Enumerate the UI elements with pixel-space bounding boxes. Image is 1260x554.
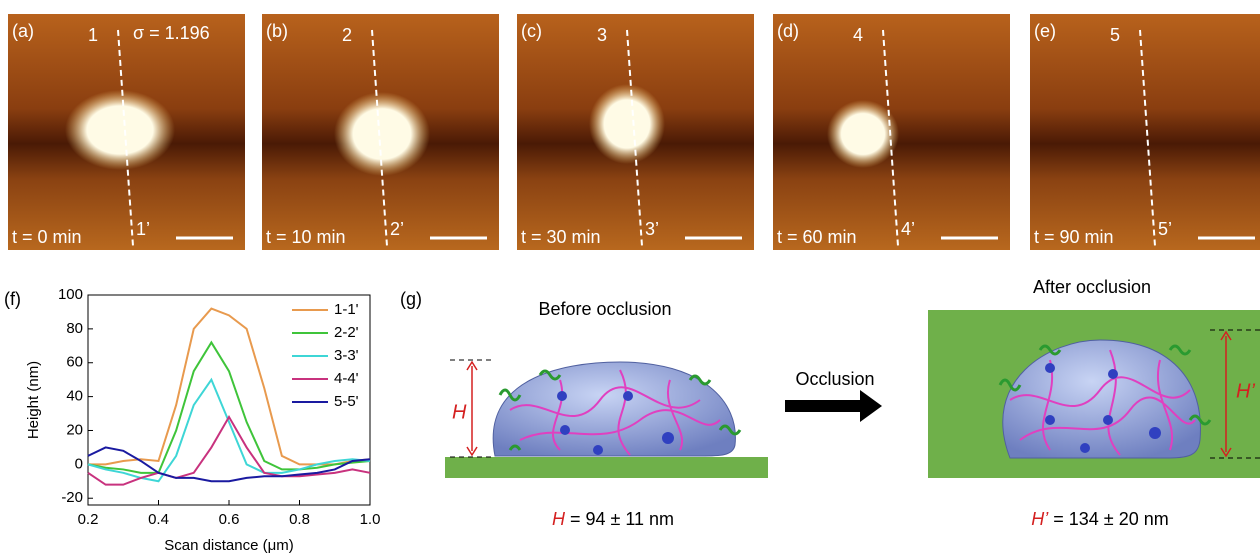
- height-symbol: H’: [1236, 380, 1255, 402]
- particle: [589, 84, 665, 164]
- line-start: 1: [88, 25, 98, 45]
- y-tick-label: 40: [66, 388, 83, 405]
- panel-label: (f): [4, 289, 21, 309]
- x-axis-label: Scan distance (μm): [164, 537, 294, 554]
- particle: [65, 90, 175, 170]
- panel-label: (e): [1034, 21, 1056, 41]
- x-tick-label: 0.8: [289, 511, 310, 528]
- afm-image: [1030, 14, 1260, 250]
- y-tick-label: 80: [66, 320, 83, 337]
- line-start: 4: [853, 25, 863, 45]
- y-tick-label: 100: [58, 286, 83, 303]
- panel-label: (b): [266, 21, 288, 41]
- before-caption: H= 94 ± 11 nm: [552, 509, 674, 529]
- time-label: t = 0 min: [12, 227, 82, 247]
- x-tick-label: 1.0: [360, 511, 381, 528]
- legend-label: 5-5': [334, 393, 359, 410]
- time-label: t = 60 min: [777, 227, 857, 247]
- panel-label: (c): [521, 21, 542, 41]
- line-end: 5’: [1158, 219, 1172, 239]
- line-end: 4’: [901, 219, 915, 239]
- line-end: 1’: [136, 219, 150, 239]
- x-tick-label: 0.4: [148, 511, 169, 528]
- y-tick-label: -20: [61, 489, 83, 506]
- roughness: σ = 1.196: [133, 23, 210, 43]
- legend-label: 1-1': [334, 301, 359, 318]
- line-end: 2’: [390, 219, 404, 239]
- caption-text: = 134 ± 20 nm: [1053, 509, 1168, 529]
- line-end: 3’: [645, 219, 659, 239]
- before-title: Before occlusion: [538, 299, 671, 319]
- caption-symbol: H’: [1031, 509, 1049, 529]
- process-arrow: [785, 390, 882, 422]
- height-symbol: H: [452, 401, 467, 423]
- panel-label: (g): [400, 289, 422, 309]
- panel-label: (a): [12, 21, 34, 41]
- line-start: 2: [342, 25, 352, 45]
- panel-label: (d): [777, 21, 799, 41]
- afm-panels: (a) 1 1’ t = 0 min σ = 1.196 (b) 2 2’ t = 10 min…: [8, 14, 1260, 250]
- figure: (a) 1 1’ t = 0 min σ = 1.196 (b) 2 2’ t = 10 min…: [0, 0, 1260, 554]
- time-label: t = 30 min: [521, 227, 601, 247]
- x-tick-label: 0.2: [78, 511, 99, 528]
- legend-label: 3-3': [334, 347, 359, 364]
- legend-label: 4-4': [334, 370, 359, 387]
- arrow-label: Occlusion: [795, 369, 874, 389]
- caption-text: = 94 ± 11 nm: [570, 509, 674, 529]
- y-tick-label: 0: [75, 455, 83, 472]
- legend-label: 2-2': [334, 324, 359, 341]
- y-axis-label: Height (nm): [25, 361, 42, 439]
- line-start: 3: [597, 25, 607, 45]
- y-tick-label: 60: [66, 354, 83, 371]
- line-start: 5: [1110, 25, 1120, 45]
- time-label: t = 10 min: [266, 227, 346, 247]
- x-tick-label: 0.6: [219, 511, 240, 528]
- particle-before: [493, 362, 740, 456]
- line-chart: (f) -20 0 20 40 60 80 100 0.2 0.4 0.6 0.8 1.0 Scan di…: [4, 286, 380, 554]
- caption-symbol: H: [552, 509, 566, 529]
- y-tick-label: 20: [66, 421, 83, 438]
- series-line: [88, 342, 370, 472]
- series-line: [88, 309, 370, 465]
- after-title: After occlusion: [1033, 277, 1151, 297]
- time-label: t = 90 min: [1034, 227, 1114, 247]
- diagram: (g) Before occlusion H Occlusion After o…: [400, 277, 1260, 529]
- after-caption: H’= 134 ± 20 nm: [1031, 509, 1168, 529]
- substrate: [445, 457, 768, 478]
